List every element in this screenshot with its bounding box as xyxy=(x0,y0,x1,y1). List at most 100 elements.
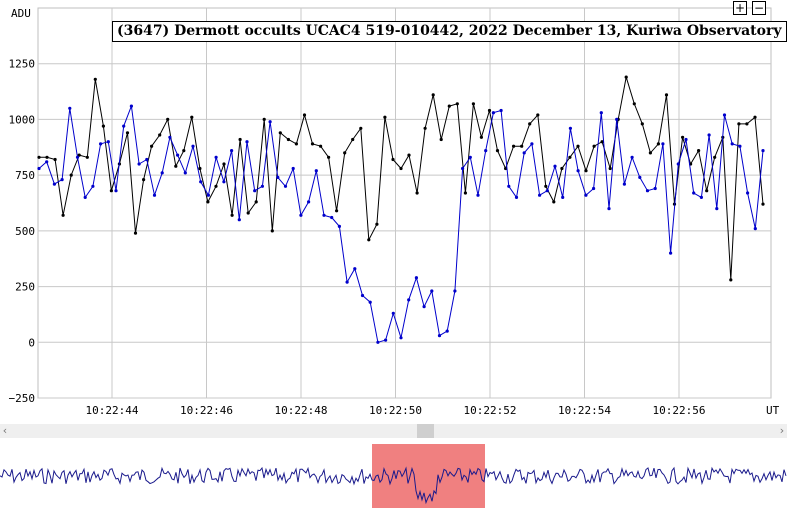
overview-selection-window[interactable] xyxy=(372,444,485,508)
data-point xyxy=(137,162,141,166)
x-tick-label: 10:22:46 xyxy=(180,404,233,417)
y-tick-label: 0 xyxy=(28,336,35,349)
data-point xyxy=(453,289,457,293)
data-point xyxy=(697,149,701,153)
data-point xyxy=(705,189,709,193)
data-point xyxy=(468,155,472,159)
data-point xyxy=(238,137,242,142)
data-point xyxy=(520,144,524,148)
data-point xyxy=(129,104,133,108)
data-point xyxy=(399,336,403,340)
data-point xyxy=(491,111,495,115)
data-point xyxy=(622,182,627,186)
data-point xyxy=(106,140,110,144)
data-point xyxy=(61,213,65,217)
data-point xyxy=(183,171,187,175)
series-1 xyxy=(37,75,765,282)
data-point xyxy=(729,278,733,282)
data-point xyxy=(455,102,459,106)
scrollbar-thumb[interactable] xyxy=(417,424,434,438)
data-point xyxy=(445,329,449,333)
data-point xyxy=(125,131,130,135)
data-point xyxy=(653,186,657,191)
data-point xyxy=(530,142,534,146)
data-point xyxy=(544,184,548,188)
data-point xyxy=(360,293,365,298)
data-point xyxy=(753,115,757,119)
data-point xyxy=(291,166,295,171)
data-point xyxy=(337,224,341,228)
data-point xyxy=(166,117,170,121)
zoom-in-button[interactable]: + xyxy=(733,1,747,15)
plot-frame xyxy=(37,7,772,399)
data-point xyxy=(158,133,162,137)
tick-labels: −250 0 250 500 750 1000 1250 10:22:44 10:22:46 10… xyxy=(9,58,706,417)
y-tick-label: 500 xyxy=(15,225,35,238)
data-point xyxy=(152,193,157,197)
data-point xyxy=(77,153,81,157)
chart-title: (3647) Dermott occults UCAC4 519-010442,… xyxy=(112,21,787,42)
data-point xyxy=(538,193,542,197)
data-point xyxy=(83,195,87,199)
data-point xyxy=(399,166,403,171)
data-point xyxy=(495,149,500,153)
overview-signal-line xyxy=(0,466,787,505)
data-point xyxy=(222,162,226,166)
series-2 xyxy=(37,104,765,344)
data-point xyxy=(600,140,604,144)
data-point xyxy=(343,151,347,155)
data-point xyxy=(656,142,661,146)
data-point xyxy=(487,108,492,113)
data-point xyxy=(536,113,540,117)
x-tick-label: 10:22:54 xyxy=(558,404,611,417)
data-point xyxy=(206,193,210,197)
overview-navigator[interactable] xyxy=(0,440,787,511)
data-point xyxy=(237,218,241,222)
data-point xyxy=(669,251,673,255)
data-point xyxy=(345,280,349,284)
data-point xyxy=(268,120,272,124)
data-point xyxy=(722,113,727,117)
y-axis-label: ADU xyxy=(11,7,31,20)
data-point xyxy=(53,157,57,162)
data-point xyxy=(761,149,765,153)
scroll-left-arrow-icon[interactable]: ‹ xyxy=(2,424,8,437)
data-point xyxy=(375,222,379,226)
data-point xyxy=(353,267,357,271)
data-point xyxy=(52,182,57,186)
data-point xyxy=(447,104,451,108)
data-point xyxy=(335,209,339,213)
zoom-out-button[interactable]: − xyxy=(752,1,766,15)
data-point xyxy=(507,184,511,188)
data-point xyxy=(514,195,519,199)
data-point xyxy=(684,137,688,142)
data-point xyxy=(278,131,282,135)
data-point xyxy=(592,144,596,148)
data-point xyxy=(359,126,363,130)
data-point xyxy=(676,162,680,166)
scroll-right-arrow-icon[interactable]: › xyxy=(779,424,785,437)
data-point xyxy=(294,142,298,146)
data-point xyxy=(254,200,258,204)
x-tick-label: 10:22:44 xyxy=(86,404,139,417)
data-point xyxy=(463,191,467,195)
data-point xyxy=(422,305,426,309)
data-point xyxy=(190,115,194,119)
data-point xyxy=(461,166,465,171)
main-chart: −250 0 250 500 750 1000 1250 10:22:44 10:22:46 10… xyxy=(9,7,780,417)
data-point xyxy=(730,142,734,146)
data-point xyxy=(568,155,572,159)
data-point xyxy=(262,117,266,121)
series-line xyxy=(39,76,764,280)
data-point xyxy=(430,289,434,293)
data-point xyxy=(624,75,628,79)
data-point xyxy=(630,155,634,159)
y-tick-label: 1250 xyxy=(9,58,36,71)
data-point xyxy=(114,189,118,193)
data-point xyxy=(307,200,311,204)
data-point xyxy=(68,106,72,110)
data-point xyxy=(479,135,483,139)
horizontal-scrollbar[interactable]: ‹ › xyxy=(0,424,787,438)
data-point xyxy=(699,195,704,199)
data-point xyxy=(615,117,619,121)
